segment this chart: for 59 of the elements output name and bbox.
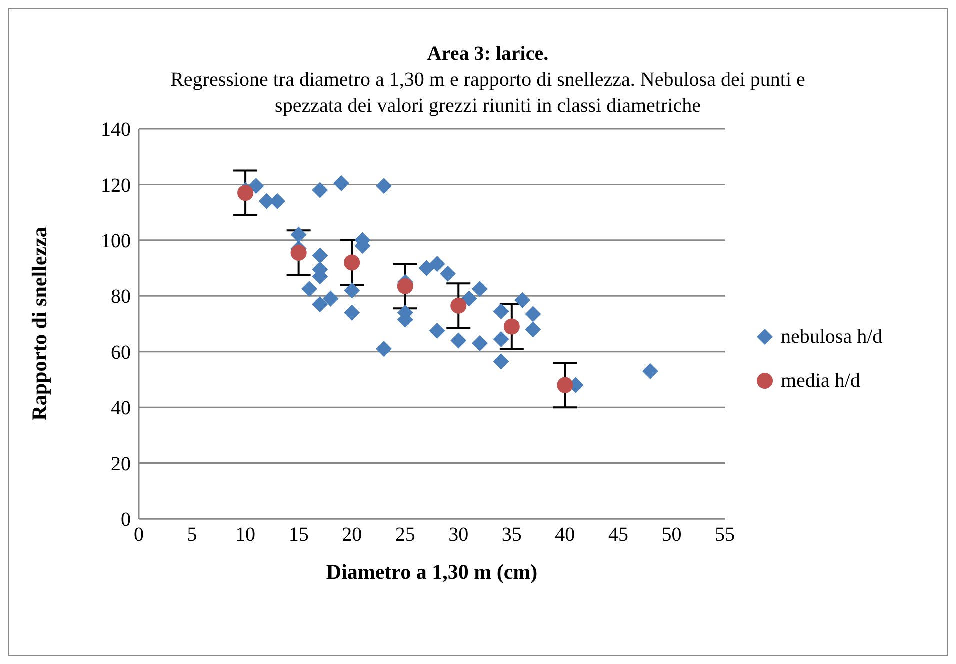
point bbox=[525, 306, 542, 322]
point bbox=[514, 292, 531, 308]
point bbox=[493, 354, 510, 370]
chart-title: Area 3: larice. bbox=[426, 42, 550, 67]
point bbox=[450, 332, 467, 349]
y-tick-label: 120 bbox=[101, 174, 131, 197]
x-tick-label: 10 bbox=[236, 524, 256, 546]
point bbox=[472, 281, 488, 298]
x-tick-label: 20 bbox=[342, 524, 362, 546]
point bbox=[376, 178, 392, 194]
point bbox=[312, 248, 328, 264]
point bbox=[557, 377, 574, 394]
point bbox=[504, 318, 520, 335]
x-tick-label: 50 bbox=[662, 524, 682, 546]
y-tick-label: 20 bbox=[111, 453, 131, 476]
point bbox=[248, 178, 264, 194]
point bbox=[429, 322, 446, 339]
y-tick-label: 100 bbox=[101, 230, 131, 253]
point bbox=[450, 298, 467, 314]
point bbox=[290, 244, 307, 261]
x-tick-label: 15 bbox=[288, 524, 309, 546]
x-tick-label: 30 bbox=[448, 524, 469, 546]
point bbox=[344, 254, 360, 271]
point bbox=[344, 282, 360, 299]
x-tick-label: 35 bbox=[502, 524, 522, 546]
point bbox=[418, 260, 435, 276]
x-tick-label: 25 bbox=[395, 524, 416, 546]
legend-label: media h/d bbox=[781, 370, 860, 392]
point bbox=[525, 322, 542, 338]
y-tick-label: 0 bbox=[121, 509, 131, 532]
x-tick-label: 55 bbox=[715, 524, 735, 546]
y-tick-label: 40 bbox=[111, 398, 131, 420]
legend-label: nebulosa h/d bbox=[781, 326, 883, 348]
chart-subtitle: Regressione tra diametro a 1,30 m e rapporto di snellezza. Nebulosa dei punti e spezzata dei valori grezzi riuniti in classi diametriche bbox=[170, 68, 806, 119]
point bbox=[312, 182, 328, 198]
point bbox=[301, 281, 318, 298]
x-axis-title: Diametro a 1,30 m (cm) bbox=[326, 560, 538, 584]
point bbox=[333, 175, 350, 192]
x-tick-label: 40 bbox=[555, 524, 576, 546]
x-tick-label: 45 bbox=[608, 524, 628, 546]
y-tick-label: 80 bbox=[111, 286, 131, 308]
y-axis-title: Rapporto di snellezza bbox=[27, 226, 52, 421]
point bbox=[290, 226, 307, 243]
point bbox=[238, 185, 254, 202]
x-tick-label: 5 bbox=[187, 524, 198, 546]
point bbox=[429, 256, 446, 272]
point bbox=[312, 296, 328, 312]
point bbox=[642, 363, 658, 380]
point bbox=[472, 336, 488, 352]
point bbox=[493, 303, 510, 320]
point bbox=[376, 341, 392, 358]
point bbox=[397, 278, 414, 294]
point bbox=[461, 290, 478, 307]
point bbox=[344, 304, 360, 321]
y-tick-label: 140 bbox=[101, 119, 131, 142]
point bbox=[440, 266, 456, 282]
point bbox=[493, 331, 510, 348]
point bbox=[322, 290, 339, 307]
y-tick-label: 60 bbox=[111, 342, 131, 364]
